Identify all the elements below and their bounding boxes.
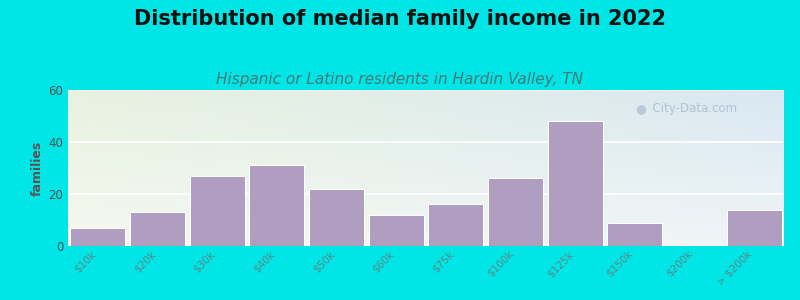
Bar	[130, 212, 185, 246]
Text: ●: ●	[635, 102, 646, 115]
Bar	[607, 223, 662, 246]
Bar	[190, 176, 245, 246]
Bar	[726, 210, 782, 246]
Text: City-Data.com: City-Data.com	[645, 102, 737, 115]
Y-axis label: families: families	[31, 140, 44, 196]
Bar	[309, 189, 364, 246]
Text: Distribution of median family income in 2022: Distribution of median family income in …	[134, 9, 666, 29]
Bar	[548, 121, 602, 246]
Text: Hispanic or Latino residents in Hardin Valley, TN: Hispanic or Latino residents in Hardin V…	[217, 72, 583, 87]
Bar	[369, 215, 424, 246]
Bar	[428, 204, 483, 246]
Bar	[250, 165, 304, 246]
Bar	[70, 228, 126, 246]
Bar	[488, 178, 543, 246]
